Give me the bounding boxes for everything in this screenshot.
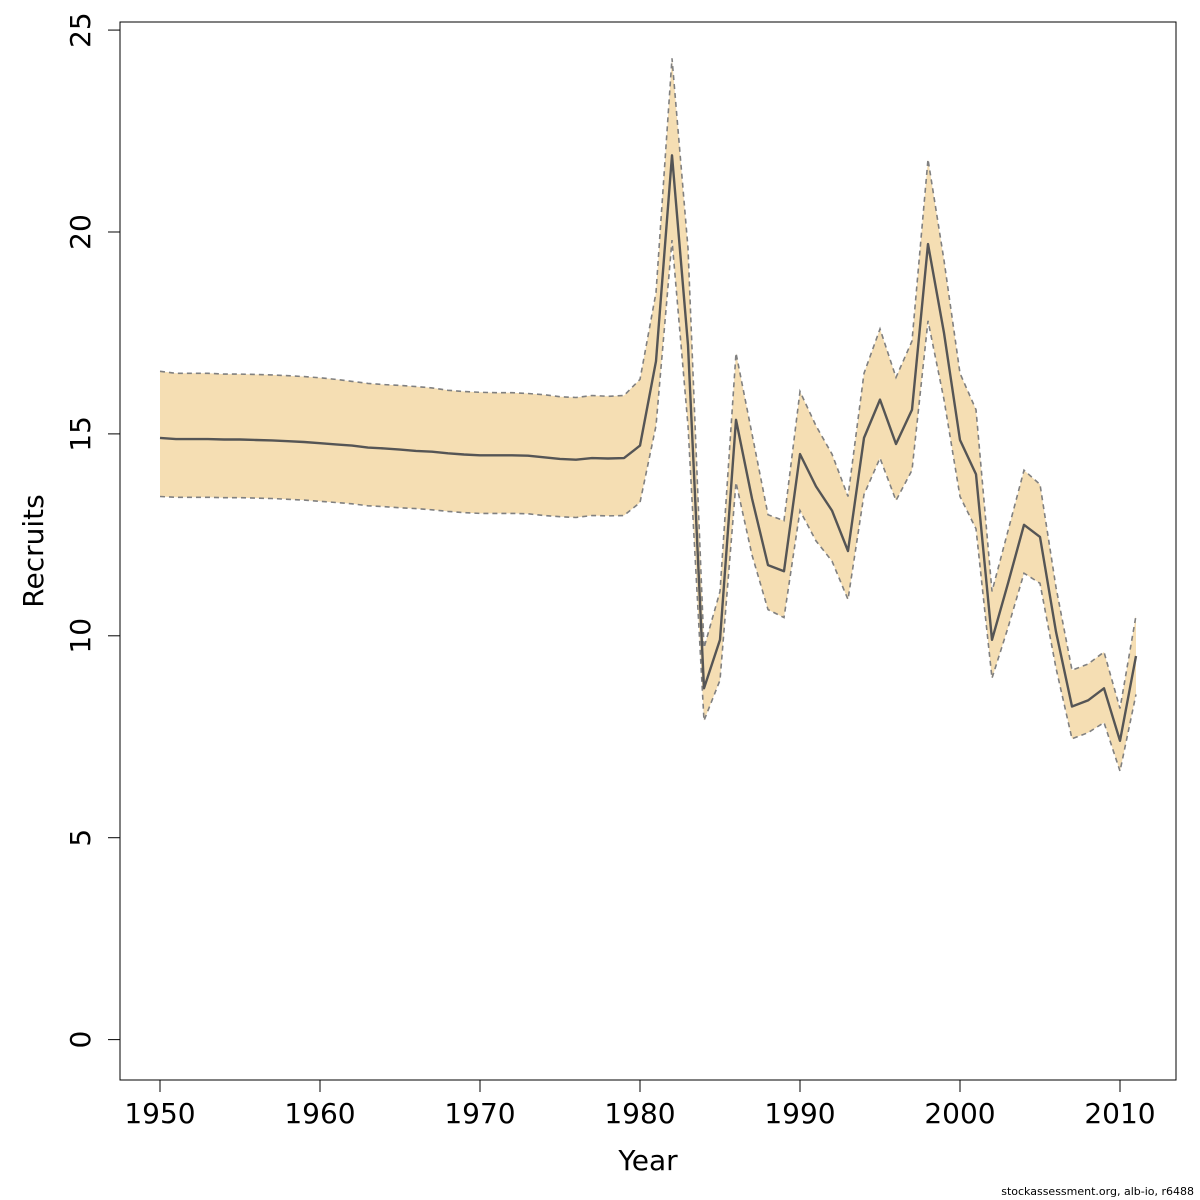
y-tick-label: 10 xyxy=(64,618,97,654)
y-tick-label: 20 xyxy=(64,214,97,250)
confidence-band-layer xyxy=(160,58,1136,772)
lower-bound-line xyxy=(159,240,1137,775)
x-tick-label: 1980 xyxy=(604,1097,675,1130)
y-tick-label: 25 xyxy=(64,12,97,48)
y-axis: 0 5 10 15 20 25 xyxy=(64,12,121,1049)
x-axis-title: Year xyxy=(617,1144,678,1177)
upper-bound-line xyxy=(159,58,1137,709)
recruits-estimate-line xyxy=(159,154,1138,742)
bounds-layer xyxy=(159,58,1137,775)
x-tick-label: 1970 xyxy=(444,1097,515,1130)
y-tick-label: 0 xyxy=(64,1031,97,1049)
x-tick-label: 2010 xyxy=(1084,1097,1155,1130)
source-note: stockassessment.org, alb-io, r6488 xyxy=(1001,1185,1194,1198)
y-tick-label: 15 xyxy=(64,416,97,452)
x-tick-label: 1960 xyxy=(284,1097,355,1130)
y-axis-title: Recruits xyxy=(17,494,50,607)
estimate-line-layer xyxy=(159,154,1138,742)
x-axis: 1950 1960 1970 1980 1990 2000 2010 xyxy=(124,1079,1156,1130)
confidence-band xyxy=(160,58,1136,772)
x-tick-label: 1990 xyxy=(764,1097,835,1130)
x-tick-label: 1950 xyxy=(124,1097,195,1130)
x-tick-label: 2000 xyxy=(924,1097,995,1130)
y-tick-label: 5 xyxy=(64,829,97,847)
